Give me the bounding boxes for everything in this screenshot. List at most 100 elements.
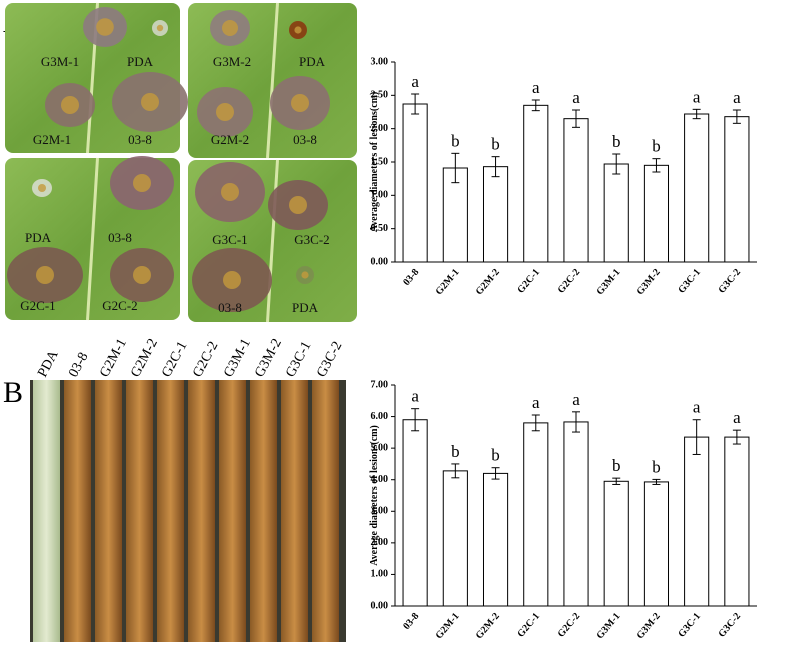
x-tick-label: G3C-2 [717, 611, 744, 640]
bar [402, 419, 428, 607]
leaf-label: 03-8 [128, 132, 152, 147]
x-tick-label: G3C-1 [676, 267, 703, 296]
stem [219, 380, 246, 642]
x-tick-label: G3M-1 [594, 267, 622, 297]
stem-label: G2C-1 [159, 339, 190, 380]
y-tick-label: 5.00 [371, 442, 389, 453]
leaf-label: PDA [299, 54, 326, 69]
stem-label: 03-8 [66, 350, 91, 380]
x-tick-label: G2C-1 [515, 611, 542, 640]
x-tick-label: G2M-1 [434, 267, 462, 297]
inoculum [133, 266, 151, 284]
y-tick-label: 1.50 [371, 156, 389, 167]
bar [482, 166, 509, 263]
y-tick-label: 1.00 [371, 569, 389, 580]
leaf-vein [86, 157, 99, 321]
stem [188, 380, 215, 642]
y-tick-label: 7.00 [371, 379, 389, 390]
inoculum [301, 271, 309, 279]
bar [563, 421, 589, 607]
leaf-label: G3C-2 [294, 232, 329, 247]
stem-label: G3C-2 [314, 339, 345, 380]
inoculum [223, 271, 241, 289]
stem-label: G2M-1 [97, 336, 130, 379]
stem [250, 380, 277, 642]
x-tick-label: G3M-2 [635, 611, 663, 641]
significance-letter: a [411, 387, 419, 406]
x-tick-label: 03-8 [401, 611, 421, 632]
bar [643, 481, 670, 607]
bar [523, 422, 549, 607]
stem-label: G2C-2 [190, 339, 221, 380]
inoculum [133, 174, 151, 192]
inoculum [96, 18, 114, 36]
significance-letter: a [572, 88, 580, 107]
significance-letter: b [652, 457, 661, 476]
bar [684, 436, 710, 607]
inoculum [141, 93, 159, 111]
x-tick-label: G2C-2 [556, 267, 583, 296]
bar [724, 116, 750, 263]
inoculum [36, 266, 54, 284]
leaf-label: G3M-1 [41, 54, 79, 69]
bar [442, 167, 468, 263]
leaf-label: PDA [292, 300, 319, 315]
bar [603, 480, 629, 607]
significance-letter: b [451, 131, 460, 150]
significance-letter: b [491, 446, 500, 465]
significance-letter: a [411, 72, 419, 91]
leaf-label: G2C-1 [20, 298, 55, 313]
stem [95, 380, 122, 642]
y-tick-label: 3.00 [371, 506, 389, 517]
x-tick-label: G3M-2 [635, 267, 663, 297]
significance-letter: a [693, 87, 701, 106]
x-tick-label: G3M-1 [594, 611, 622, 641]
inoculum [294, 26, 302, 34]
significance-letter: a [733, 88, 741, 107]
stem [126, 380, 153, 642]
significance-letter: a [693, 398, 701, 417]
stem-label: G2M-2 [128, 336, 161, 379]
inoculum [291, 94, 309, 112]
inoculum [216, 103, 234, 121]
bar [402, 103, 428, 263]
y-axis-title: Average diameters of lesions(cm) [369, 425, 380, 566]
significance-letter: a [733, 408, 741, 427]
stem-label: G3C-1 [283, 339, 314, 380]
significance-letter: a [532, 393, 540, 412]
stem [64, 380, 91, 642]
leaf-label: G3C-1 [212, 232, 247, 247]
y-tick-label: 2.00 [371, 123, 389, 134]
stem-label: PDA [35, 347, 62, 380]
stem [157, 380, 184, 642]
x-tick-label: G2C-2 [556, 611, 583, 640]
y-tick-label: 3.00 [371, 56, 389, 67]
significance-letter: b [652, 137, 661, 156]
stem-label: G3M-1 [221, 336, 254, 379]
x-tick-label: G2M-2 [474, 267, 502, 297]
inoculum [38, 184, 46, 192]
leaf-label: G2C-2 [102, 298, 137, 313]
significance-letter: a [572, 390, 580, 409]
bar [482, 472, 509, 607]
y-tick-label: 2.50 [371, 90, 389, 101]
leaf-label: G2M-1 [33, 132, 71, 147]
leaf-label: G3M-2 [213, 54, 251, 69]
stem [281, 380, 308, 642]
stem-label: G3M-2 [252, 336, 285, 379]
x-tick-label: G3C-1 [676, 611, 703, 640]
bar [724, 436, 750, 607]
y-tick-label: 2.00 [371, 537, 389, 548]
bar [442, 470, 468, 607]
leaf-label: PDA [25, 230, 52, 245]
leaf-vein [266, 159, 279, 323]
bar [563, 118, 589, 263]
stem [312, 380, 339, 642]
y-tick-label: 6.00 [371, 411, 389, 422]
leaf-label: G2M-2 [211, 132, 249, 147]
bar [684, 113, 710, 263]
bar [643, 164, 670, 263]
y-tick-label: 1.00 [371, 190, 389, 201]
inoculum [222, 20, 238, 36]
